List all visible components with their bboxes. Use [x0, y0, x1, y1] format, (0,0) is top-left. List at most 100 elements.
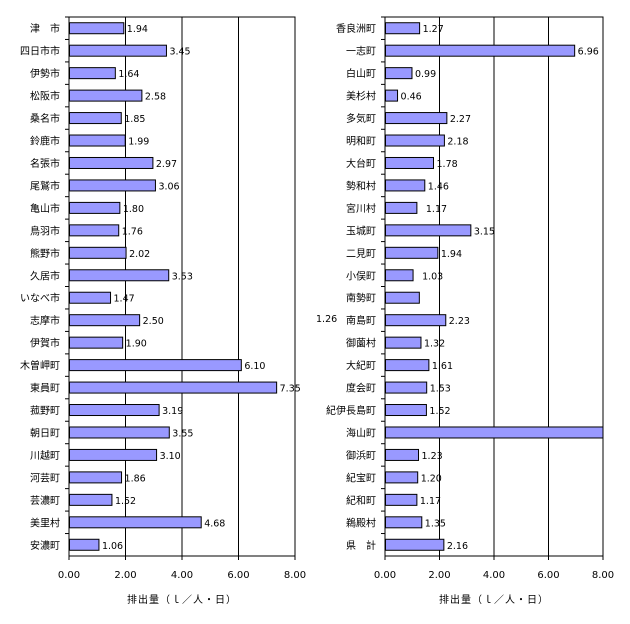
category-label: 多気町 — [346, 112, 376, 125]
value-label: 1.20 — [421, 473, 442, 484]
chart-panel-2: 0.00 2.00 4.00 6.00 8.00 排出量（ｌ／人・日） 香良洲町 1.27 一志… — [316, 16, 614, 606]
category-label: 松阪市 — [30, 90, 60, 103]
value-label: 1.03 — [422, 271, 443, 282]
value-label: 1.78 — [437, 159, 458, 170]
value-label: 1.76 — [122, 226, 143, 237]
value-label: 2.58 — [145, 92, 166, 103]
value-label: 1.80 — [123, 204, 144, 215]
bar — [385, 112, 448, 125]
bar — [385, 246, 439, 259]
x-axis-title: 排出量（ｌ／人・日） — [439, 593, 549, 606]
bar — [385, 89, 399, 102]
x-tick-label: 8.00 — [284, 570, 306, 581]
value-label: 3.19 — [162, 406, 183, 417]
category-label: 香良洲町 — [336, 22, 376, 35]
bar — [385, 538, 445, 551]
value-label: 1.06 — [102, 541, 123, 552]
bar — [385, 22, 421, 35]
category-label: 朝日町 — [30, 427, 60, 439]
value-label: 2.16 — [447, 541, 468, 552]
bar — [385, 516, 423, 529]
category-label: 木曽岬町 — [20, 359, 60, 372]
category-label: 伊勢市 — [30, 67, 60, 80]
category-label: 小俣町 — [346, 269, 376, 282]
category-label: 南島町 — [346, 314, 376, 327]
value-label: 3.15 — [474, 226, 495, 237]
category-label: 大紀町 — [346, 359, 376, 372]
value-label: 1.86 — [125, 473, 146, 484]
bar — [385, 44, 576, 57]
bar — [385, 381, 428, 394]
bar — [69, 359, 242, 372]
bar — [69, 89, 143, 102]
category-label: 度会町 — [346, 382, 376, 395]
value-label: 1.35 — [425, 518, 446, 529]
x-tick-label: 6.00 — [537, 570, 559, 581]
category-label: 白山町 — [346, 67, 376, 80]
category-label: 桑名市 — [30, 112, 60, 125]
category-label: 鵜殿村 — [346, 516, 376, 529]
bar — [69, 134, 126, 147]
category-label: 県 計 — [346, 539, 376, 552]
bar — [69, 269, 170, 282]
bar — [69, 179, 156, 192]
value-label: 1.64 — [118, 69, 139, 80]
category-label: 芸濃町 — [30, 494, 60, 507]
category-label: 東員町 — [30, 382, 60, 395]
x-tick-label: 8.00 — [592, 570, 614, 581]
value-label: 1.53 — [430, 384, 451, 395]
category-label: 伊賀市 — [30, 337, 60, 350]
value-label: 1.23 — [422, 451, 443, 462]
bar — [385, 156, 435, 169]
category-label: 紀宝町 — [346, 471, 376, 484]
value-label: 1.52 — [115, 496, 136, 507]
category-label: 尾鷲市 — [30, 179, 60, 192]
value-label: 1.32 — [424, 339, 445, 350]
category-label: 美里村 — [30, 516, 60, 529]
value-label: 3.45 — [169, 47, 190, 58]
value-label: 2.02 — [129, 249, 150, 260]
x-tick-label: 2.00 — [428, 570, 450, 581]
value-label: 2.27 — [450, 114, 471, 125]
bar — [385, 404, 427, 417]
category-label: 南勢町 — [346, 292, 376, 305]
bar — [69, 471, 123, 484]
bar — [69, 404, 160, 417]
bar — [385, 179, 426, 192]
value-label: 4.68 — [204, 518, 225, 529]
value-label: 0.46 — [401, 92, 422, 103]
value-label: 1.94 — [441, 249, 462, 260]
bar — [385, 426, 604, 439]
category-label: 宮川村 — [346, 202, 376, 215]
bar — [69, 448, 158, 461]
category-label: 玉城町 — [346, 225, 376, 237]
bar — [385, 201, 418, 214]
value-label: 1.85 — [124, 114, 145, 125]
value-label: 3.06 — [158, 181, 179, 192]
bar — [385, 67, 413, 80]
category-label: 勢和村 — [346, 179, 376, 192]
value-label: 0.99 — [415, 69, 436, 80]
category-label: 安濃町 — [30, 539, 60, 552]
value-label: 1.47 — [114, 294, 135, 305]
category-label: 御浜町 — [346, 449, 376, 462]
category-label: 二見町 — [346, 248, 376, 260]
value-label: 2.97 — [156, 159, 177, 170]
bar — [69, 291, 112, 304]
x-tick-label: 6.00 — [227, 570, 249, 581]
x-axis-title: 排出量（ｌ／人・日） — [127, 593, 237, 606]
bar — [69, 67, 116, 80]
category-label: 菰野町 — [30, 405, 60, 417]
category-label: 御薗村 — [346, 337, 376, 350]
category-label: 河芸町 — [30, 471, 60, 484]
value-label: 1.61 — [432, 361, 453, 372]
bar — [385, 291, 420, 304]
value-label: 1.46 — [428, 181, 449, 192]
value-label: 3.55 — [172, 428, 193, 439]
category-label: 津 市 — [30, 22, 60, 35]
bar — [69, 314, 141, 327]
x-tick-label: 0.00 — [374, 570, 396, 581]
bar — [69, 246, 127, 259]
category-label: 久居市 — [30, 269, 60, 282]
